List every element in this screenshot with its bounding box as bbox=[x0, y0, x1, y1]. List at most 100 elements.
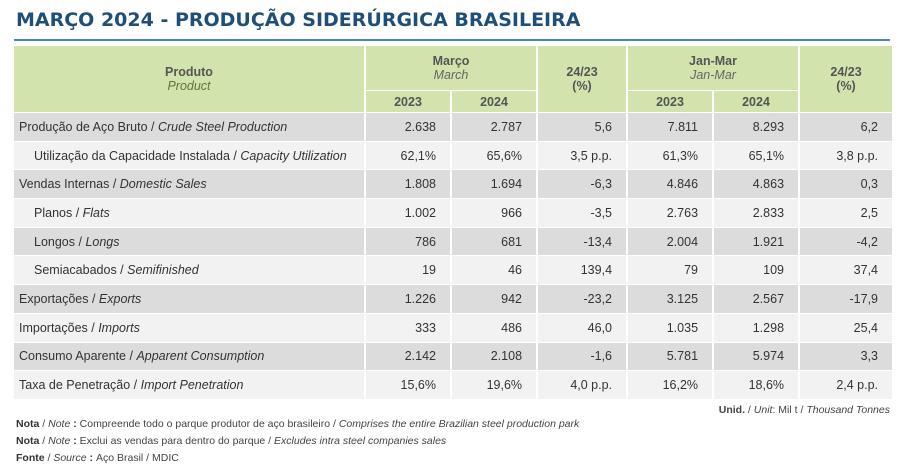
unit-sep: / bbox=[745, 404, 754, 416]
cell-j2023: 4.846 bbox=[628, 169, 715, 199]
cell-m2024: 681 bbox=[452, 226, 539, 256]
cell-j2024: 1.298 bbox=[714, 312, 801, 342]
row-label: Utilização da Capacidade Instalada / Cap… bbox=[14, 140, 366, 170]
footnote-line: Nota / Note : Exclui as vendas para dent… bbox=[16, 433, 579, 450]
cell-m2024: 2.108 bbox=[452, 341, 539, 371]
cell-j2024: 1.921 bbox=[714, 226, 801, 256]
cell-jvar: 2,4 p.p. bbox=[800, 370, 893, 399]
janmar-header-en: Jan-Mar bbox=[690, 68, 736, 82]
page-title: MARÇO 2024 - PRODUÇÃO SIDERÚRGICA BRASIL… bbox=[16, 9, 581, 31]
janmar-variation-bottom: (%) bbox=[836, 79, 856, 93]
table-row: Taxa de Penetração / Import Penetration 1… bbox=[14, 370, 893, 399]
cell-j2024: 2.567 bbox=[714, 284, 801, 313]
cell-m2023: 62,1% bbox=[366, 140, 452, 170]
cell-m2023: 333 bbox=[366, 312, 452, 342]
row-label-pt: Produção de Aço Bruto / bbox=[19, 119, 158, 134]
footnote-label-en: Note bbox=[48, 418, 71, 430]
cell-m2023: 2.142 bbox=[366, 341, 452, 371]
march-header-en: March bbox=[433, 68, 469, 82]
footnote-label-en: Note bbox=[48, 435, 71, 447]
cell-j2023: 2.004 bbox=[628, 226, 715, 256]
cell-m2023: 1.226 bbox=[366, 284, 452, 313]
cell-mvar: 3,5 p.p. bbox=[538, 140, 629, 170]
unit-note: Unid. / Unit: Mil t / Thousand Tonnes bbox=[719, 404, 890, 416]
footnote-colon: : bbox=[70, 418, 80, 430]
cell-mvar: 139,4 bbox=[538, 255, 629, 285]
unit-label-pt: Unid. bbox=[718, 404, 746, 416]
cell-mvar: 4,0 p.p. bbox=[538, 370, 629, 399]
row-label: Taxa de Penetração / Import Penetration bbox=[14, 370, 366, 399]
janmar-header: Jan-Mar Jan-Mar bbox=[628, 46, 801, 90]
cell-m2024: 65,6% bbox=[452, 140, 539, 170]
footnote-text-en: Excludes intra steel companies sales bbox=[274, 435, 447, 447]
row-label-pt: Semiacabados / bbox=[34, 263, 128, 278]
row-label: Importações / Imports bbox=[14, 312, 366, 342]
unit-value: : Mil t / bbox=[772, 404, 807, 416]
row-label-pt: Consumo Aparente / bbox=[19, 349, 137, 364]
cell-j2023: 79 bbox=[628, 255, 715, 285]
footnote-colon: : bbox=[86, 452, 96, 464]
row-label-pt: Utilização da Capacidade Instalada / bbox=[34, 148, 241, 163]
cell-j2023: 5.781 bbox=[628, 341, 715, 371]
footnote-label-en: Source bbox=[53, 452, 87, 464]
footnote-line: Fonte / Source : Aço Brasil / MDIC bbox=[16, 450, 579, 467]
cell-mvar: -23,2 bbox=[538, 284, 629, 313]
cell-mvar: -1,6 bbox=[538, 341, 629, 371]
row-label-en: Flats bbox=[82, 205, 110, 220]
table-row: Vendas Internas / Domestic Sales 1.808 1.6… bbox=[14, 169, 893, 199]
row-label-en: Domestic Sales bbox=[119, 177, 207, 192]
cell-jvar: 3,3 bbox=[800, 341, 893, 371]
footnote-text-en: Comprises the entire Brazilian steel pro… bbox=[338, 418, 580, 430]
product-header-pt: Produto bbox=[165, 65, 213, 79]
row-label-pt: Planos / bbox=[34, 205, 83, 220]
janmar-2023-header: 2023 bbox=[628, 90, 715, 112]
cell-m2024: 1.694 bbox=[452, 169, 539, 199]
cell-j2023: 1.035 bbox=[628, 312, 715, 342]
footnote-text-pt: Compreende todo o parque produtor de aço… bbox=[79, 418, 339, 430]
cell-jvar: -17,9 bbox=[800, 284, 893, 313]
janmar-header-pt: Jan-Mar bbox=[689, 54, 737, 68]
row-label: Vendas Internas / Domestic Sales bbox=[14, 169, 366, 199]
row-label-pt: Longos / bbox=[34, 234, 86, 249]
row-label-en: Capacity Utilization bbox=[240, 148, 347, 163]
cell-j2024: 5.974 bbox=[714, 341, 801, 371]
cell-mvar: -6,3 bbox=[538, 169, 629, 199]
table-row: Longos / Longs 786 681 -13,4 2.004 1.921 -4,2 bbox=[14, 226, 893, 256]
footnote-text-pt: Aço Brasil / MDIC bbox=[95, 452, 179, 464]
row-label: Semiacabados / Semifinished bbox=[14, 255, 366, 285]
footnotes: Nota / Note : Compreende todo o parque p… bbox=[16, 416, 579, 467]
footnote-sep: / bbox=[39, 435, 49, 447]
row-label-pt: Taxa de Penetração / bbox=[19, 378, 141, 393]
march-variation-top: 24/23 bbox=[566, 65, 598, 79]
footnote-colon: : bbox=[70, 435, 80, 447]
cell-j2024: 4.863 bbox=[714, 169, 801, 199]
cell-m2024: 966 bbox=[452, 198, 539, 227]
cell-j2023: 61,3% bbox=[628, 140, 715, 170]
cell-j2024: 109 bbox=[714, 255, 801, 285]
row-label: Produção de Aço Bruto / Crude Steel Prod… bbox=[14, 112, 366, 141]
row-label-en: Crude Steel Production bbox=[157, 119, 288, 134]
footnote-label-pt: Fonte bbox=[16, 452, 45, 464]
footnote-sep: / bbox=[44, 452, 54, 464]
cell-jvar: 25,4 bbox=[800, 312, 893, 342]
march-header: Março March bbox=[366, 46, 539, 90]
cell-jvar: -4,2 bbox=[800, 226, 893, 256]
cell-j2024: 18,6% bbox=[714, 370, 801, 399]
unit-value-en: Thousand Tonnes bbox=[806, 404, 890, 416]
janmar-2024-header: 2024 bbox=[714, 90, 801, 112]
cell-mvar: -3,5 bbox=[538, 198, 629, 227]
cell-j2024: 2.833 bbox=[714, 198, 801, 227]
table-row: Planos / Flats 1.002 966 -3,5 2.763 2.833 2,5 bbox=[14, 198, 893, 227]
cell-mvar: 5,6 bbox=[538, 112, 629, 141]
row-label: Longos / Longs bbox=[14, 226, 366, 256]
footnote-text-pt: Exclui as vendas para dentro do parque / bbox=[79, 435, 275, 447]
row-label: Exportações / Exports bbox=[14, 284, 366, 313]
table-row: Importações / Imports 333 486 46,0 1.035 1.29… bbox=[14, 312, 893, 342]
cell-m2024: 942 bbox=[452, 284, 539, 313]
row-label: Planos / Flats bbox=[14, 198, 366, 227]
cell-mvar: 46,0 bbox=[538, 312, 629, 342]
row-label-pt: Importações / bbox=[19, 320, 99, 335]
cell-m2023: 2.638 bbox=[366, 112, 452, 141]
cell-m2023: 1.002 bbox=[366, 198, 452, 227]
row-label-en: Exports bbox=[98, 291, 142, 306]
